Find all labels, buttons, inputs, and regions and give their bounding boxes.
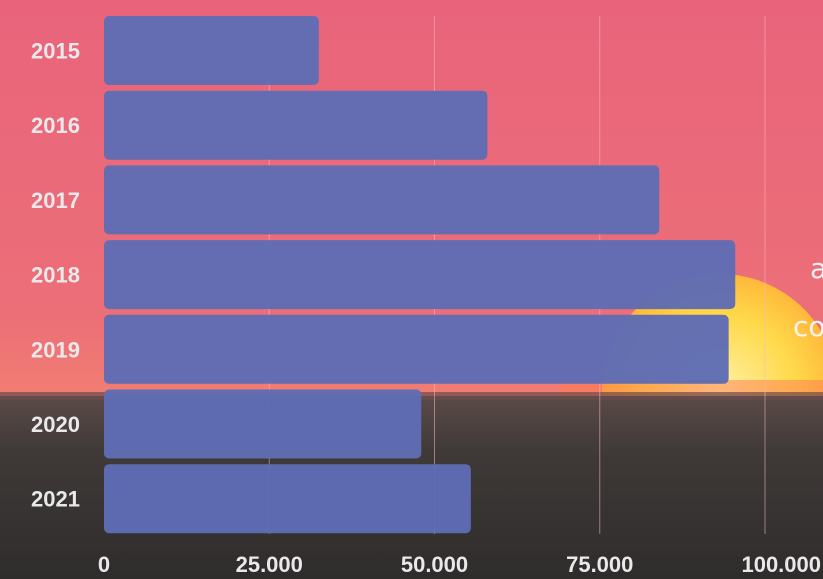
tick-label-50000: 50.000 [401,552,468,577]
category-label-2020: 2020 [31,412,80,437]
bar-2017 [104,165,660,235]
category-label-2016: 2016 [31,113,80,138]
bar-2016 [104,90,488,160]
bar-2015 [104,16,319,85]
category-label-2015: 2015 [31,39,80,64]
bars [104,16,736,534]
category-label-2019: 2019 [31,337,80,362]
tick-label-75000: 75.000 [566,552,633,577]
side-text-2: co [793,310,823,343]
bar-2020 [104,389,422,459]
tick-label-25000: 25.000 [236,552,303,577]
tick-label-100000: 100.000 [741,552,821,577]
category-label-2017: 2017 [31,188,80,213]
value-axis-labels: 0 25.000 50.000 75.000 100.000 [98,552,821,577]
tick-label-0: 0 [98,552,110,577]
bar-2021 [104,464,471,534]
bar-2019 [104,314,729,384]
side-text-1: a [810,252,823,285]
category-axis-labels: 2015 2016 2017 2018 2019 2020 2021 [31,39,80,512]
category-label-2018: 2018 [31,263,80,288]
category-label-2021: 2021 [31,487,80,512]
bar-2018 [104,240,736,310]
